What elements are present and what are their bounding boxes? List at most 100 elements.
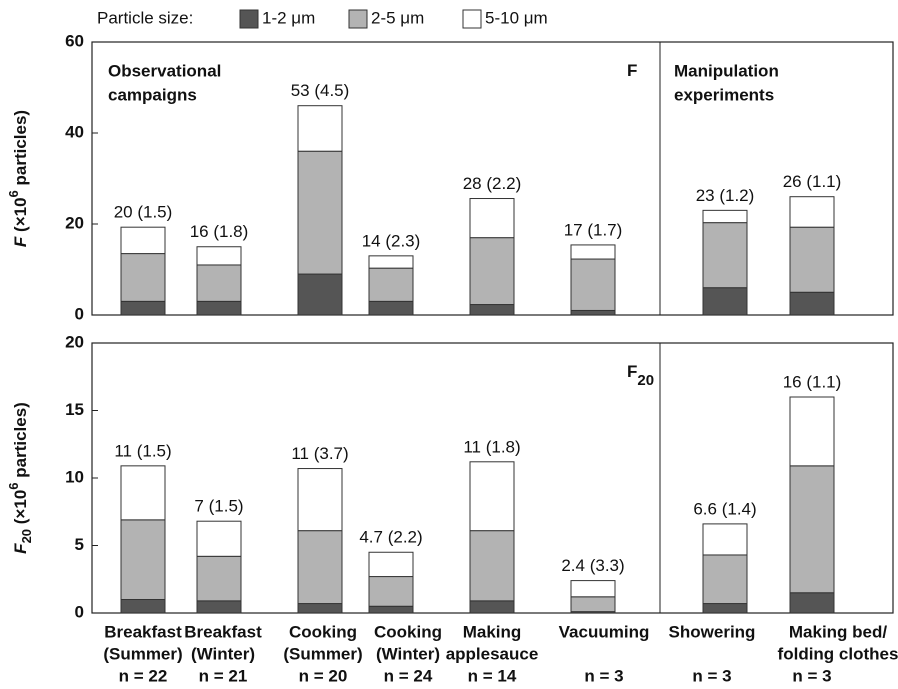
bar-segment (196, 600, 242, 614)
bar-segment (120, 599, 166, 614)
bar-segment (469, 600, 515, 614)
x-tick-label: applesauce (446, 644, 539, 663)
bar-label: 17 (1.7) (564, 220, 623, 239)
bar-label: 11 (1.5) (114, 441, 171, 460)
y-tick-label: 5 (75, 535, 84, 554)
n-label: n = 22 (119, 666, 168, 685)
bar-segment (702, 554, 748, 605)
bar-segment (297, 603, 343, 614)
bar-segment (120, 226, 166, 255)
bar-label: 16 (1.8) (190, 222, 249, 241)
y-tick-label: 60 (65, 31, 84, 50)
bar-segment (702, 222, 748, 289)
bar-segment (789, 396, 835, 467)
legend-label: 1-2 μm (262, 8, 315, 27)
bar-segment (702, 209, 748, 224)
bar-segment (368, 576, 414, 607)
bar-segment (297, 530, 343, 605)
n-label: n = 24 (384, 666, 433, 685)
y-tick-label: 20 (65, 213, 84, 232)
bar-label: 53 (4.5) (291, 81, 350, 100)
sup: 6 (6, 482, 21, 489)
panel-label: F (627, 61, 637, 80)
var: F (627, 61, 637, 80)
bar-segment (196, 300, 242, 316)
legend-label: 5-10 μm (485, 8, 548, 27)
bar-segment (368, 255, 414, 269)
bar-label: 7 (1.5) (194, 497, 243, 516)
bar-label: 4.7 (2.2) (359, 528, 422, 547)
n-label: n = 3 (792, 666, 831, 685)
group-label: experiments (674, 85, 774, 104)
bar-segment (469, 304, 515, 316)
bar-segment (368, 551, 414, 578)
bar-segment (789, 226, 835, 293)
n-label: n = 21 (199, 666, 248, 685)
x-tick-label: Making (463, 622, 522, 641)
legend-swatch (348, 9, 368, 29)
bar-segment (570, 580, 616, 598)
legend-swatch (462, 9, 482, 29)
bar-segment (789, 291, 835, 316)
y-tick-label: 40 (65, 122, 84, 141)
bar-segment (368, 605, 414, 614)
bar-segment (196, 520, 242, 557)
x-tick-label: Breakfast (184, 622, 262, 641)
x-tick-label: Cooking (374, 622, 442, 641)
panel-label: F20 (627, 362, 654, 388)
bar-segment (368, 300, 414, 316)
n-label: n = 3 (584, 666, 623, 685)
group-label: Manipulation (674, 61, 779, 80)
bar-segment (120, 253, 166, 302)
bar-label: 28 (2.2) (463, 174, 522, 193)
bar-label: 20 (1.5) (114, 203, 173, 222)
text: particles) (11, 110, 30, 190)
n-label: n = 20 (299, 666, 348, 685)
bar-segment (469, 530, 515, 602)
bar-segment (702, 287, 748, 316)
bar-segment (570, 309, 616, 316)
x-tick-label: (Summer) (283, 644, 362, 663)
bar-segment (469, 461, 515, 532)
bar-label: 14 (2.3) (362, 231, 421, 250)
bar-segment (702, 603, 748, 614)
bar-segment (297, 468, 343, 532)
text: (×10 (11, 197, 30, 236)
bar-segment (789, 465, 835, 594)
bar-label: 26 (1.1) (783, 172, 842, 191)
group-label: Observational (108, 61, 221, 80)
x-tick-label: Showering (669, 622, 756, 641)
bar-segment (297, 150, 343, 275)
bar-segment (789, 196, 835, 228)
bar-segment (469, 237, 515, 306)
var: F (627, 362, 637, 381)
group-label: campaigns (108, 85, 197, 104)
bar-segment (570, 258, 616, 311)
bar-segment (120, 465, 166, 521)
bar-segment (297, 105, 343, 152)
bar-segment (469, 198, 515, 239)
x-tick-label: (Winter) (191, 644, 255, 663)
legend-label: 2-5 μm (371, 8, 424, 27)
bar-segment (196, 246, 242, 266)
bar-label: 11 (1.8) (463, 437, 520, 456)
x-tick-label: (Summer) (103, 644, 182, 663)
n-label: n = 14 (468, 666, 517, 685)
x-tick-label: folding clothes (778, 644, 898, 663)
y-axis-label: F20 (×106 particles) (6, 402, 34, 554)
sub: 20 (637, 372, 654, 389)
text: particles) (11, 402, 30, 482)
bar-segment (702, 523, 748, 556)
bar-segment (120, 519, 166, 600)
var: F (11, 543, 30, 554)
bar-segment (196, 555, 242, 602)
bar-segment (196, 264, 242, 302)
sub: 20 (19, 529, 34, 543)
bar-label: 23 (1.2) (696, 186, 755, 205)
bar-label: 2.4 (3.3) (561, 556, 624, 575)
sup: 6 (6, 190, 21, 197)
y-tick-label: 0 (75, 304, 84, 323)
y-tick-label: 20 (65, 332, 84, 351)
bar-segment (297, 273, 343, 316)
